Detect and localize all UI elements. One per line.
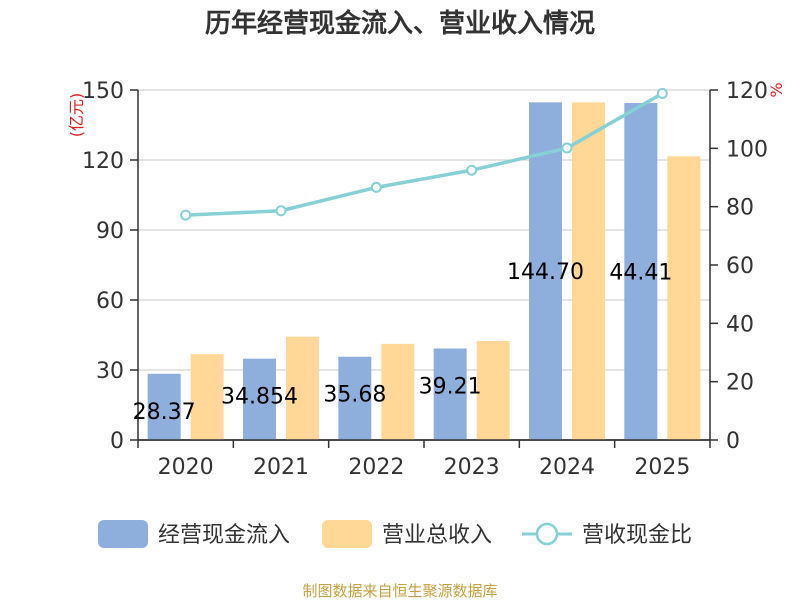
legend-label: 营收现金比 <box>582 523 692 548</box>
x-tick-label: 2020 <box>158 455 214 480</box>
right-tick-label: 80 <box>726 196 754 221</box>
right-tick-label: 40 <box>726 312 754 337</box>
source-note: 制图数据来自恒生聚源数据库 <box>302 582 497 600</box>
x-tick-label: 2022 <box>348 455 404 480</box>
bar <box>667 156 701 440</box>
x-tick-label: 2023 <box>444 455 500 480</box>
left-axis-unit: (亿元) <box>67 93 86 138</box>
left-tick-label: 120 <box>82 149 124 174</box>
data-label: 28.37 <box>133 400 196 425</box>
bar <box>572 102 605 440</box>
bar <box>476 341 510 440</box>
legend-label: 经营现金流入 <box>158 523 290 548</box>
bars <box>147 102 701 440</box>
bar <box>243 358 276 440</box>
left-tick-label: 0 <box>110 429 124 454</box>
legend-label: 营业总收入 <box>382 523 492 548</box>
data-label: 34.854 <box>221 385 298 410</box>
line-series <box>180 88 668 221</box>
bar <box>338 356 372 440</box>
line-point <box>275 205 287 217</box>
series-line <box>185 91 664 217</box>
right-tick-label: 120 <box>726 79 768 104</box>
right-tick-label: 60 <box>726 254 754 279</box>
bar <box>190 354 224 440</box>
legend-swatch <box>98 520 148 548</box>
left-tick-label: 90 <box>96 219 124 244</box>
right-tick-label: 100 <box>726 137 768 162</box>
left-tick-label: 60 <box>96 289 124 314</box>
line-point <box>180 209 192 221</box>
bar <box>147 373 181 440</box>
bar <box>286 336 319 440</box>
legend-marker <box>535 522 559 546</box>
right-axis-unit: % <box>767 82 786 97</box>
data-label: 144.70 <box>507 260 584 285</box>
left-tick-label: 150 <box>82 79 124 104</box>
x-tick-label: 2024 <box>539 455 595 480</box>
right-tick-label: 0 <box>726 429 740 454</box>
line-point <box>370 181 382 193</box>
chart-title: 历年经营现金流入、营业收入情况 <box>205 8 595 39</box>
data-label: 39.21 <box>419 375 482 400</box>
line-point <box>466 164 478 176</box>
legend-swatch <box>322 520 372 548</box>
bar <box>381 343 415 440</box>
left-tick-label: 30 <box>96 359 124 384</box>
x-tick-label: 2021 <box>253 455 309 480</box>
line-point <box>561 142 573 154</box>
data-label: 35.68 <box>323 383 386 408</box>
line-point <box>656 88 668 99</box>
data-label: 44.41 <box>609 261 672 286</box>
legend: 经营现金流入 营业总收入 营收现金比 <box>98 520 692 548</box>
data-labels: 28.37 34.854 35.68 39.21 144.70 44.41 <box>133 260 673 425</box>
right-tick-label: 20 <box>726 371 754 396</box>
x-tick-label: 2025 <box>634 455 690 480</box>
bar <box>433 348 467 440</box>
bar <box>529 102 562 440</box>
bar <box>624 103 658 440</box>
axes: 0 30 60 90 120 150 0 20 40 60 80 100 120 2020 2021 2022… <box>82 79 768 480</box>
